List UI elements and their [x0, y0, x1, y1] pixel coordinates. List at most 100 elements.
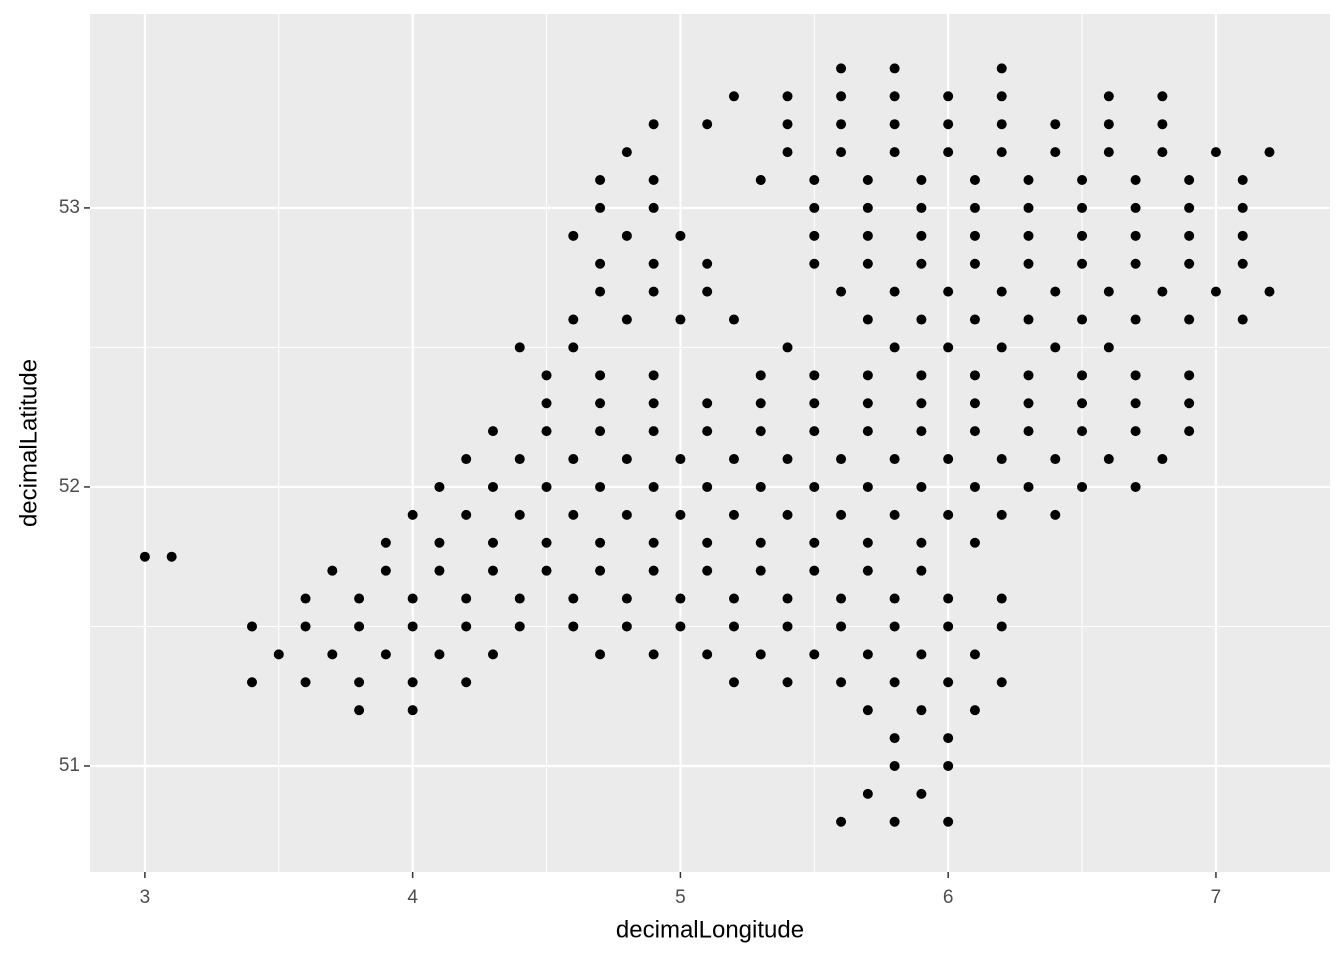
point: [514, 454, 525, 465]
point: [1023, 481, 1034, 492]
point: [648, 119, 659, 130]
point: [1103, 91, 1114, 102]
point: [916, 202, 927, 213]
point: [595, 286, 606, 297]
point: [568, 621, 579, 632]
point: [1077, 258, 1088, 269]
point: [541, 370, 552, 381]
point: [354, 593, 365, 604]
point: [621, 593, 632, 604]
point: [1184, 202, 1195, 213]
point: [380, 537, 391, 548]
point: [755, 537, 766, 548]
point: [889, 147, 900, 158]
point: [916, 481, 927, 492]
point: [702, 481, 713, 492]
point: [407, 509, 418, 520]
point: [943, 147, 954, 158]
point: [969, 398, 980, 409]
point: [1077, 398, 1088, 409]
point: [809, 398, 820, 409]
point: [434, 565, 445, 576]
point: [969, 705, 980, 716]
point: [996, 593, 1007, 604]
points: [139, 63, 1275, 827]
point: [434, 537, 445, 548]
point: [327, 565, 338, 576]
point: [889, 91, 900, 102]
point: [862, 202, 873, 213]
point: [1237, 175, 1248, 186]
point: [755, 426, 766, 437]
point: [1184, 398, 1195, 409]
point: [889, 63, 900, 74]
point: [889, 816, 900, 827]
point: [1237, 258, 1248, 269]
point: [969, 175, 980, 186]
axes: 3 4 5 6 7 51 52 53: [59, 197, 1221, 908]
point: [1157, 454, 1168, 465]
point: [916, 230, 927, 241]
point: [943, 677, 954, 688]
point: [568, 509, 579, 520]
point: [1023, 175, 1034, 186]
y-tick-label: 51: [59, 755, 80, 776]
point: [675, 593, 686, 604]
point: [1130, 481, 1141, 492]
point: [1157, 119, 1168, 130]
point: [1103, 342, 1114, 353]
point: [1103, 454, 1114, 465]
point: [889, 621, 900, 632]
point: [461, 454, 472, 465]
point: [675, 314, 686, 325]
point: [969, 426, 980, 437]
point: [568, 593, 579, 604]
point: [1077, 426, 1088, 437]
point: [514, 342, 525, 353]
point: [1184, 230, 1195, 241]
point: [621, 147, 632, 158]
point: [139, 551, 150, 562]
point: [943, 342, 954, 353]
point: [809, 230, 820, 241]
point: [943, 454, 954, 465]
point: [728, 314, 739, 325]
point: [969, 230, 980, 241]
y-axis-title: decimalLatitude: [15, 359, 42, 527]
point: [889, 593, 900, 604]
point: [568, 342, 579, 353]
point: [702, 398, 713, 409]
point: [354, 677, 365, 688]
point: [702, 649, 713, 660]
point: [354, 705, 365, 716]
point: [1050, 342, 1061, 353]
point: [728, 621, 739, 632]
point: [728, 593, 739, 604]
point: [487, 537, 498, 548]
x-axis-title: decimalLongitude: [616, 916, 804, 943]
point: [1157, 147, 1168, 158]
point: [1103, 147, 1114, 158]
point: [916, 314, 927, 325]
point: [1184, 370, 1195, 381]
point: [836, 593, 847, 604]
point: [996, 147, 1007, 158]
point: [889, 342, 900, 353]
point: [675, 454, 686, 465]
point: [514, 621, 525, 632]
point: [648, 286, 659, 297]
point: [916, 537, 927, 548]
point: [889, 760, 900, 771]
point: [889, 454, 900, 465]
point: [943, 286, 954, 297]
point: [595, 481, 606, 492]
point: [648, 649, 659, 660]
point: [996, 621, 1007, 632]
point: [380, 565, 391, 576]
point: [809, 175, 820, 186]
point: [943, 816, 954, 827]
point: [755, 649, 766, 660]
point: [862, 230, 873, 241]
point: [1157, 286, 1168, 297]
point: [380, 649, 391, 660]
